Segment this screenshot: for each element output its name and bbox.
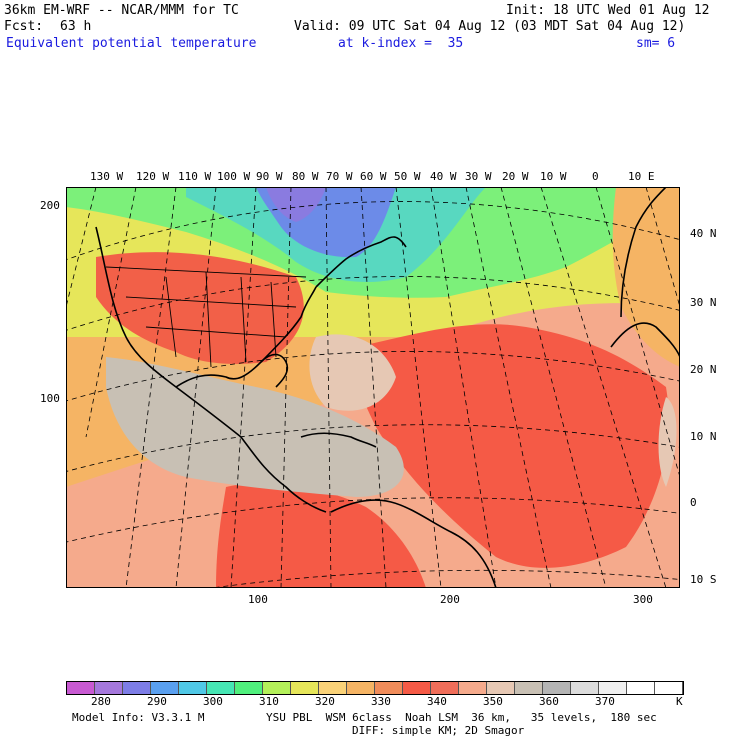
- init-time: Init: 18 UTC Wed 01 Aug 12: [506, 3, 710, 18]
- lon-label: 30 W: [465, 170, 492, 183]
- field-grey-caribbean: [106, 357, 404, 497]
- color-scale-cell: [431, 682, 459, 694]
- lon-label: 40 W: [430, 170, 457, 183]
- grid-x-label: 300: [633, 593, 653, 606]
- lon-label: 70 W: [326, 170, 353, 183]
- forecast-label: Fcst:: [4, 19, 44, 34]
- color-scale-cell: [627, 682, 655, 694]
- color-scale-label: 340: [427, 695, 447, 708]
- color-scale-cell: [515, 682, 543, 694]
- field-name: Equivalent potential temperature: [6, 36, 257, 51]
- color-scale-cell: [487, 682, 515, 694]
- color-scale-bar: [66, 681, 684, 695]
- color-scale-cell: [543, 682, 571, 694]
- color-scale-label: 300: [203, 695, 223, 708]
- coastlines: [95, 187, 680, 588]
- grid-x-label: 200: [440, 593, 460, 606]
- color-scale-cell: [67, 682, 95, 694]
- color-scale-cell: [459, 682, 487, 694]
- level-index: at k-index = 35: [338, 36, 464, 51]
- color-scale-label: 360: [539, 695, 559, 708]
- color-scale-cell: [347, 682, 375, 694]
- field-red-atlantic: [354, 324, 669, 568]
- physics-info: YSU PBL WSM 6class Noah LSM 36 km, 35 le…: [266, 711, 657, 724]
- color-scale-cell: [95, 682, 123, 694]
- color-scale-label: 310: [259, 695, 279, 708]
- color-scale-cell: [207, 682, 235, 694]
- state-boundaries: [105, 266, 307, 368]
- lat-label: 10 N: [690, 430, 717, 443]
- grid-x-label: 100: [248, 593, 268, 606]
- lat-label: 30 N: [690, 296, 717, 309]
- color-scale-label: 330: [371, 695, 391, 708]
- lon-label: 130 W: [90, 170, 124, 183]
- lon-label: 90 W: [256, 170, 283, 183]
- field-purple-region: [266, 187, 326, 222]
- lon-label: 60 W: [360, 170, 387, 183]
- color-scale-cell: [263, 682, 291, 694]
- color-scale-label: 370: [595, 695, 615, 708]
- color-scale-cell: [179, 682, 207, 694]
- lon-label: 50 W: [394, 170, 421, 183]
- smoothing-value: sm= 6: [636, 36, 676, 51]
- lon-label: 110 W: [178, 170, 212, 183]
- color-scale-label: 350: [483, 695, 503, 708]
- graticule: [66, 187, 680, 588]
- color-scale-label: 320: [315, 695, 335, 708]
- lat-label: 20 N: [690, 363, 717, 376]
- color-scale-cell: [375, 682, 403, 694]
- color-scale-cell: [599, 682, 627, 694]
- unit-label: K: [676, 695, 683, 708]
- field-tan-region-east: [658, 397, 677, 487]
- grid-y-label: 100: [40, 392, 60, 405]
- forecast-hour: 63 h: [60, 19, 92, 34]
- lon-label: 120 W: [136, 170, 170, 183]
- equivalent-potential-temperature-map: [66, 187, 680, 588]
- field-red-south-america: [216, 483, 426, 588]
- color-scale-label: 290: [147, 695, 167, 708]
- model-title: 36km EM-WRF -- NCAR/MMM for TC: [4, 3, 239, 18]
- lon-label: 80 W: [292, 170, 319, 183]
- color-scale-cell: [319, 682, 347, 694]
- lon-label: 20 W: [502, 170, 529, 183]
- color-scale-cell: [655, 682, 683, 694]
- model-info: Model Info: V3.3.1 M: [72, 711, 205, 724]
- diffusion-info: DIFF: simple KM; 2D Smagor: [352, 724, 525, 737]
- grid-y-label: 200: [40, 199, 60, 212]
- color-scale-label: 280: [91, 695, 111, 708]
- lat-label: 10 S: [690, 573, 717, 586]
- lat-label: 0: [690, 496, 697, 509]
- lat-label: 40 N: [690, 227, 717, 240]
- color-scale-cell: [123, 682, 151, 694]
- lon-label: 0: [592, 170, 599, 183]
- color-scale-cell: [403, 682, 431, 694]
- field-orange-europe: [612, 187, 680, 367]
- lon-label: 100 W: [217, 170, 251, 183]
- color-scale-cell: [151, 682, 179, 694]
- color-scale-cell: [571, 682, 599, 694]
- lon-label: 10 W: [540, 170, 567, 183]
- lon-label: 10 E: [628, 170, 655, 183]
- valid-time: Valid: 09 UTC Sat 04 Aug 12 (03 MDT Sat …: [294, 19, 686, 34]
- field-red-usa: [96, 252, 304, 364]
- color-scale-cell: [291, 682, 319, 694]
- color-scale-cell: [235, 682, 263, 694]
